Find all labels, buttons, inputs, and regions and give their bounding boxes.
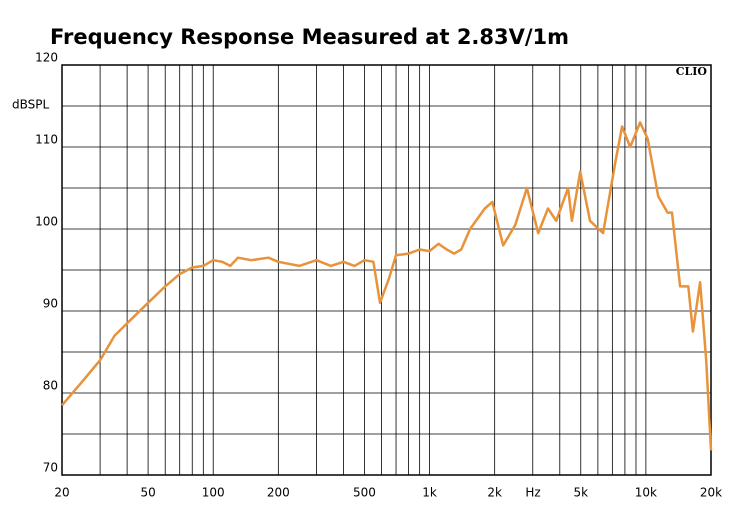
x-axis-label: Hz bbox=[525, 486, 540, 500]
y-tick-label: 90 bbox=[43, 297, 58, 311]
y-tick-label: 120 bbox=[35, 51, 58, 65]
x-tick-label: 50 bbox=[140, 486, 155, 500]
x-tick-label: 1k bbox=[422, 486, 437, 500]
x-tick-label: 500 bbox=[353, 486, 376, 500]
x-tick-label: 10k bbox=[635, 486, 657, 500]
y-axis-label: dBSPL bbox=[12, 98, 49, 112]
y-tick-label: 80 bbox=[43, 379, 58, 393]
x-tick-label: 20 bbox=[54, 486, 69, 500]
y-tick-label: 110 bbox=[35, 133, 58, 147]
x-tick-label: 2k bbox=[487, 486, 502, 500]
brand-label: CLIO bbox=[676, 65, 708, 78]
x-tick-label: 200 bbox=[267, 486, 290, 500]
x-tick-label: 5k bbox=[573, 486, 588, 500]
x-tick-label: 100 bbox=[202, 486, 225, 500]
chart-title: Frequency Response Measured at 2.83V/1m bbox=[50, 25, 569, 49]
y-tick-label: 100 bbox=[35, 215, 58, 229]
response-line bbox=[61, 121, 713, 451]
y-tick-label: 70 bbox=[43, 461, 58, 475]
x-tick-label: 20k bbox=[700, 486, 722, 500]
